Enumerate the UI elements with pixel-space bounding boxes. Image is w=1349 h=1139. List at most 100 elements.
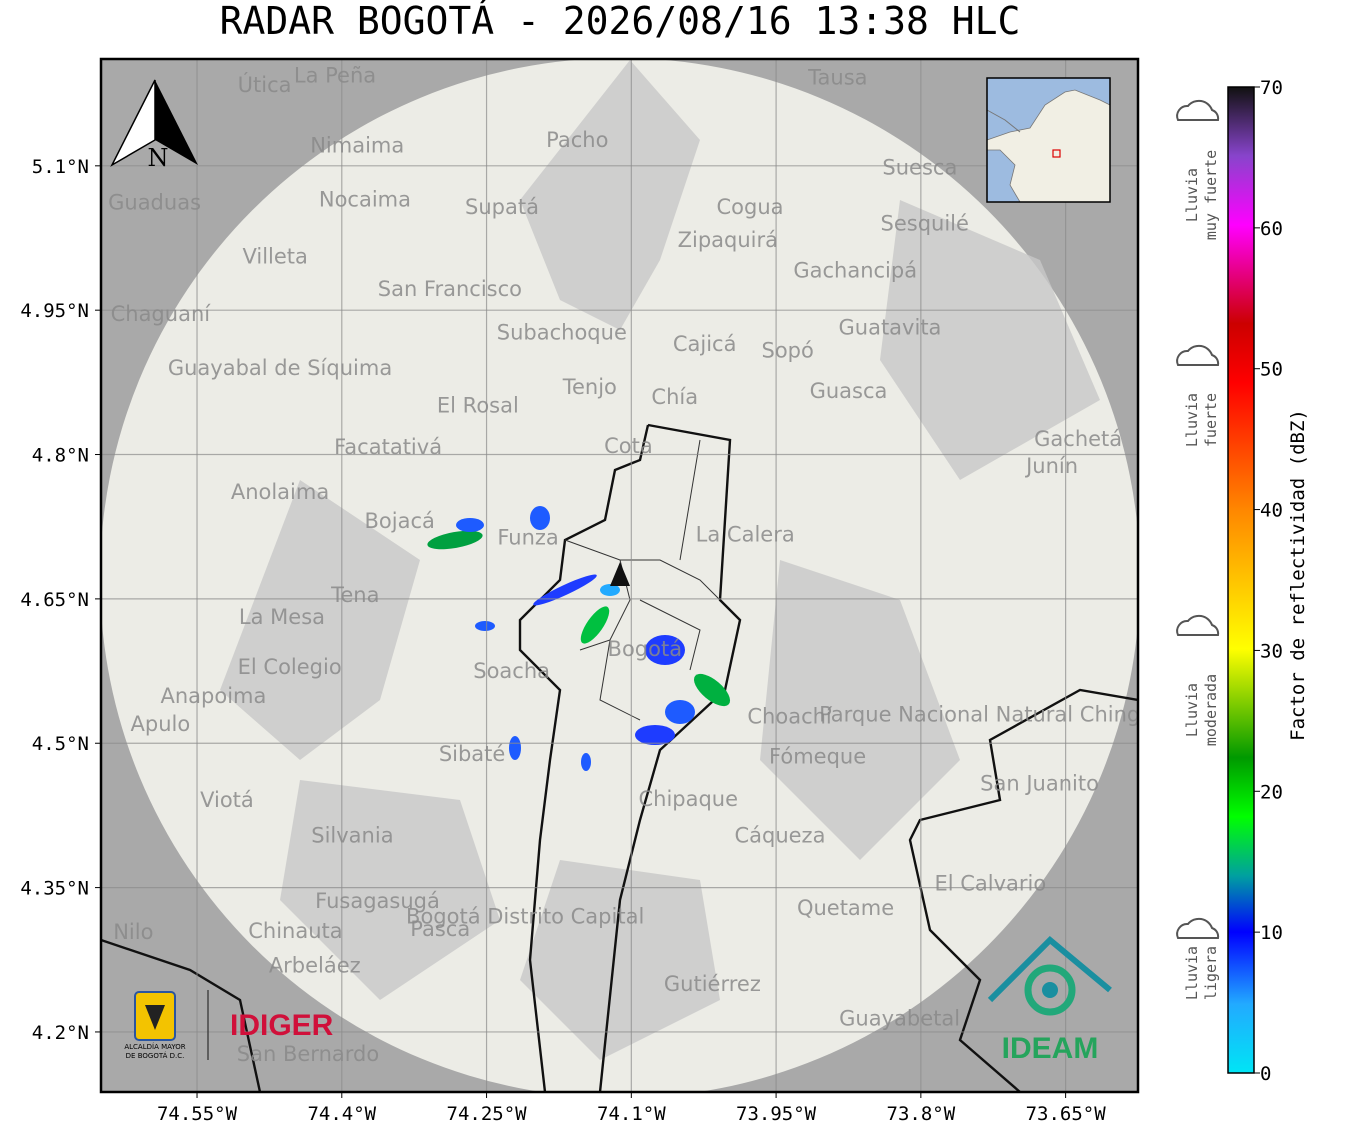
logo-text: IDIGER <box>230 1009 334 1042</box>
y-tick-label: 4.35°N <box>20 878 89 900</box>
place-name: Villeta <box>242 244 307 268</box>
place-name: Pacho <box>546 128 608 152</box>
colorbar-ticks: 0 10 20 30 40 50 60 70 <box>1254 77 1283 1085</box>
place-name: Chinauta <box>248 919 342 943</box>
place-name: San Juanito <box>980 772 1099 796</box>
colorbar-tick-label: 0 <box>1260 1063 1271 1085</box>
place-name: Sesquilé <box>881 212 969 236</box>
place-name: Subachoque <box>497 320 627 344</box>
cloud-icon <box>1176 344 1220 366</box>
x-tick-label: 74.25°W <box>447 1103 528 1125</box>
place-name: Fómeque <box>769 745 866 769</box>
colorbar <box>1227 86 1255 1074</box>
logo-text: IDEAM <box>1002 1032 1099 1065</box>
place-name: Guasca <box>810 379 888 403</box>
place-name: Arbeláez <box>269 954 361 978</box>
map-frame <box>99 57 1140 1094</box>
place-name: Funza <box>497 525 558 549</box>
place-name: El Rosal <box>437 393 519 417</box>
x-tick-label: 73.95°W <box>736 1103 817 1125</box>
place-name: La Mesa <box>239 605 325 629</box>
graticule <box>101 59 1138 1092</box>
place-name: El Colegio <box>238 655 342 679</box>
colorbar-tick-label: 70 <box>1260 77 1283 99</box>
place-name: Quetame <box>797 896 894 920</box>
y-tick-label: 5.1°N <box>32 156 89 178</box>
y-tick-label: 4.5°N <box>32 733 89 755</box>
place-name: Anapoima <box>160 684 266 708</box>
logo-text: DE BOGOTÁ D.C. <box>126 1051 185 1060</box>
place-name: Anolaima <box>231 480 329 504</box>
place-name: Gachancipá <box>793 259 917 283</box>
terrain-shading <box>220 60 1100 1060</box>
place-name: Gachetá <box>1034 427 1122 451</box>
intensity-label: Lluvia <box>1183 393 1201 447</box>
place-name: Fusagasugá <box>315 889 440 913</box>
place-name: Cota <box>604 434 653 458</box>
x-tick-label: 74.55°W <box>157 1103 238 1125</box>
place-name: Chía <box>651 385 698 409</box>
radar-site <box>610 562 630 586</box>
place-name: Bogotá Distrito Capital <box>406 904 644 928</box>
place-name: Tena <box>330 583 379 607</box>
place-name: Silvania <box>311 824 393 848</box>
place-name: Tausa <box>807 65 867 89</box>
place-name: Facatativá <box>334 435 442 459</box>
place-name: Cáqueza <box>734 824 825 848</box>
logos: ALCALDÍA MAYOR DE BOGOTÁ D.C. IDIGER IDE… <box>124 935 1112 1065</box>
place-name: Cogua <box>717 195 784 219</box>
intensity-label: Lluvia <box>1183 683 1201 737</box>
place-name: Junín <box>1024 454 1078 478</box>
intensity-label: Lluvia <box>1183 946 1201 1000</box>
place-name: Nilo <box>113 920 153 944</box>
place-name: Guatavita <box>839 315 942 339</box>
colorbar-tick-label: 30 <box>1260 640 1283 662</box>
localities <box>564 439 721 721</box>
place-name: La Peña <box>294 63 376 87</box>
place-name: Tenjo <box>562 375 617 399</box>
intensity-label: ligera <box>1202 946 1220 1000</box>
north-arrow: N <box>110 79 198 172</box>
inset-map <box>986 77 1111 203</box>
place-name: Pasca <box>410 917 470 941</box>
colorbar-label: Factor de reflectividad (dBZ) <box>1287 409 1309 741</box>
colorbar-tick-label: 50 <box>1260 359 1283 381</box>
cloud-icon <box>1176 614 1220 636</box>
y-tick-label: 4.65°N <box>20 589 89 611</box>
cloud-icon <box>1176 99 1220 121</box>
north-label: N <box>148 144 169 172</box>
place-name: Chaguaní <box>111 302 212 326</box>
place-name: Guayabetal <box>839 1006 960 1030</box>
intensity-label: muy fuerte <box>1202 150 1220 240</box>
place-name: Cajicá <box>673 332 737 356</box>
colorbar-tick-label: 10 <box>1260 922 1283 944</box>
place-name: Nocaima <box>319 188 411 212</box>
x-tick-label: 73.65°W <box>1026 1103 1107 1125</box>
place-name: El Calvario <box>934 872 1046 896</box>
place-name: Sibaté <box>439 742 506 766</box>
place-name: Guaduas <box>108 190 201 214</box>
place-name: Supatá <box>465 195 539 219</box>
place-name: Gutiérrez <box>664 972 761 996</box>
place-name: Bogotá <box>608 637 683 661</box>
place-name: Soacha <box>473 659 550 683</box>
place-name: San Francisco <box>378 277 522 301</box>
place-name: San Bernardo <box>237 1042 379 1066</box>
radar-echoes <box>427 506 731 771</box>
logo-text: ALCALDÍA MAYOR <box>124 1042 185 1051</box>
place-name: La Calera <box>696 522 795 546</box>
y-tick-label: 4.8°N <box>32 445 89 467</box>
colorbar-tick-label: 40 <box>1260 500 1283 522</box>
place-name: Apulo <box>131 712 191 736</box>
place-name: Zipaquirá <box>678 228 778 252</box>
place-name: Útica <box>238 72 292 97</box>
place-name: Nimaima <box>310 134 404 158</box>
x-tick-label: 74.1°W <box>597 1103 666 1125</box>
place-name: Chipaque <box>638 787 738 811</box>
intensity-label: Lluvia <box>1183 168 1201 222</box>
cloud-icon <box>1176 917 1220 939</box>
